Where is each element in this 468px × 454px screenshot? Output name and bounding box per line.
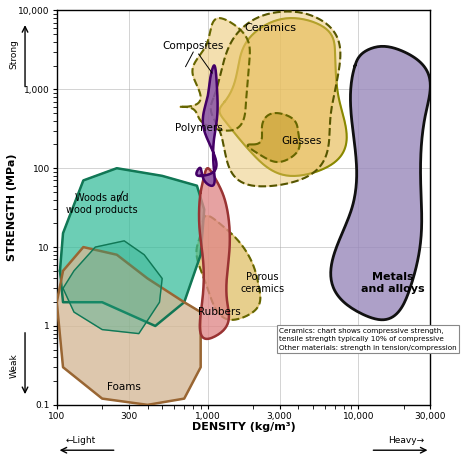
- Text: Heavy→: Heavy→: [388, 436, 424, 445]
- Polygon shape: [179, 18, 250, 131]
- Text: Composites: Composites: [162, 41, 224, 51]
- Text: Glasses: Glasses: [281, 136, 322, 146]
- Y-axis label: STRENGTH (MPa): STRENGTH (MPa): [7, 154, 17, 262]
- Polygon shape: [57, 247, 201, 405]
- Polygon shape: [63, 241, 162, 334]
- Text: Metals
and alloys: Metals and alloys: [361, 272, 425, 294]
- Text: Porous
ceramics: Porous ceramics: [240, 272, 284, 294]
- Text: Polymers: Polymers: [175, 123, 222, 133]
- Text: Ceramics: chart shows compressive strength,
tensile strength typically 10% of co: Ceramics: chart shows compressive streng…: [279, 328, 457, 351]
- Text: Weak: Weak: [9, 353, 18, 378]
- Polygon shape: [60, 168, 204, 326]
- Polygon shape: [219, 18, 347, 176]
- Text: Rubbers: Rubbers: [198, 307, 241, 317]
- Polygon shape: [199, 168, 230, 339]
- Text: Foams: Foams: [107, 382, 141, 392]
- Polygon shape: [197, 65, 218, 186]
- X-axis label: DENSITY (kg/m³): DENSITY (kg/m³): [192, 422, 295, 432]
- Polygon shape: [248, 113, 300, 162]
- Polygon shape: [331, 46, 431, 320]
- Text: Strong: Strong: [9, 39, 18, 69]
- Text: Ceramics: Ceramics: [244, 23, 296, 33]
- Text: ←Light: ←Light: [66, 436, 96, 445]
- Text: Woods and
wood products: Woods and wood products: [66, 193, 138, 215]
- Polygon shape: [211, 11, 340, 186]
- Polygon shape: [197, 216, 260, 320]
